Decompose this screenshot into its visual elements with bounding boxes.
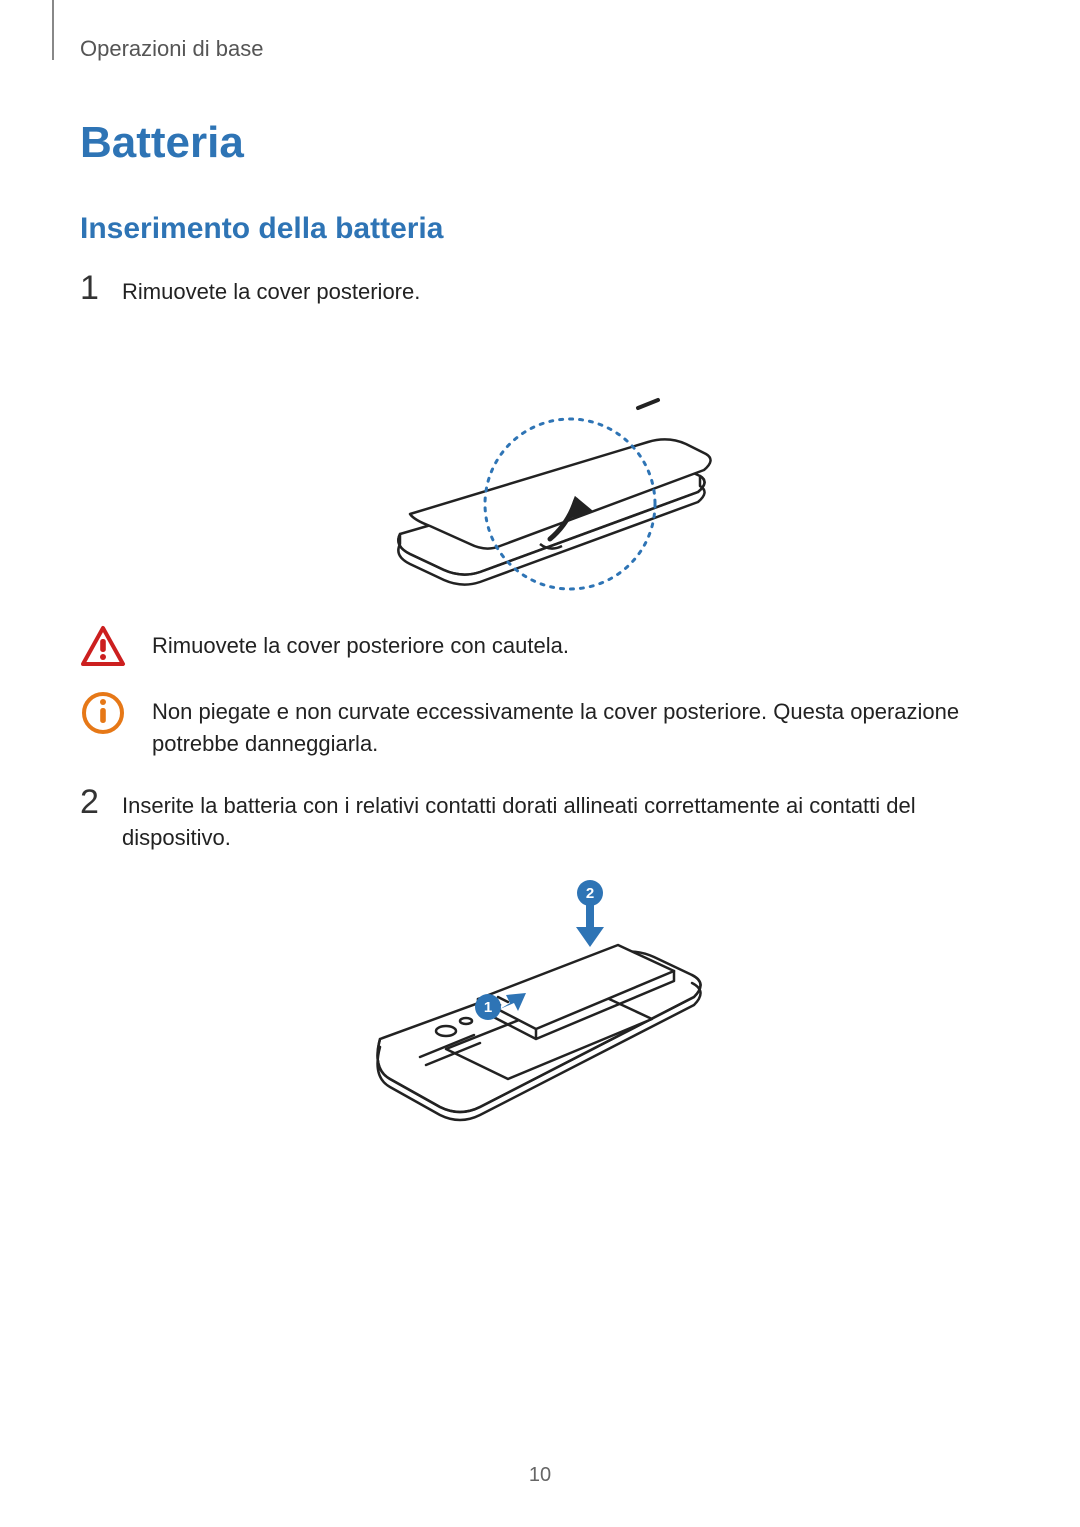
chapter-label: Operazioni di base (80, 36, 1000, 62)
diagram-insert-battery: SAMSUNG 2 1 (330, 869, 750, 1149)
diagram-remove-cover (340, 324, 740, 604)
warning-triangle-icon (80, 624, 126, 670)
section-title: Inserimento della batteria (80, 212, 1000, 246)
step-2-number: 2 (80, 785, 102, 819)
warning-notice-text: Non piegate e non curvate eccessivamente… (152, 690, 1000, 760)
svg-text:2: 2 (586, 885, 594, 902)
svg-text:1: 1 (484, 999, 492, 1016)
step-2: 2 Inserite la batteria con i relativi co… (80, 784, 1000, 854)
warning-note-caution: Rimuovete la cover posteriore con cautel… (80, 624, 1000, 670)
diagram2-marker-2: 2 (577, 880, 603, 906)
step-1: 1 Rimuovete la cover posteriore. (80, 270, 1000, 308)
side-rule (52, 0, 54, 60)
diagram2-marker-1: 1 (475, 994, 501, 1020)
page-number: 10 (0, 1464, 1080, 1487)
warning-note-notice: Non piegate e non curvate eccessivamente… (80, 690, 1000, 760)
step-1-text: Rimuovete la cover posteriore. (122, 270, 420, 308)
notice-circle-icon (80, 690, 126, 736)
warning-caution-text: Rimuovete la cover posteriore con cautel… (152, 624, 569, 662)
step-2-text: Inserite la batteria con i relativi cont… (122, 784, 1000, 854)
page-title: Batteria (80, 118, 1000, 168)
step-1-number: 1 (80, 271, 102, 305)
page: Operazioni di base Batteria Inserimento … (0, 0, 1080, 1527)
